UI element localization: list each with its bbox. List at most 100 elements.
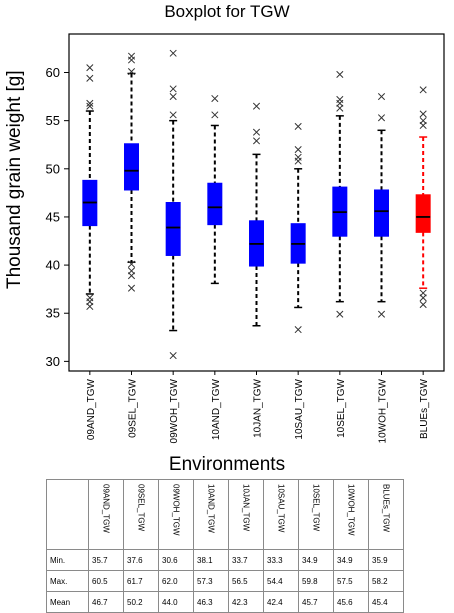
table-row-label: Max.	[46, 570, 89, 592]
box-iqr	[207, 182, 223, 226]
table-cell: 37.6	[123, 549, 159, 571]
table-column-header: 09AND_TGW	[88, 479, 124, 550]
table-column-header-label: 10AND_TGW	[206, 484, 216, 533]
outlier-point	[419, 117, 427, 125]
table-row: Mean 46.7 50.2 44.0 46.3 42.3 42.4 45.7 45.6 45.4	[46, 591, 404, 613]
table-column-header-label: BLUEs_TGW	[381, 484, 391, 533]
chart-title: Boxplot for TGW	[164, 2, 290, 21]
table-cell: 34.9	[333, 549, 369, 571]
table-row: Min. 35.7 37.6 30.6 38.1 33.7 33.3 34.9 34.9 35.9	[46, 549, 404, 571]
outlier-point	[211, 111, 219, 119]
table-row-label: Mean	[46, 591, 89, 613]
outlier-point	[86, 102, 94, 110]
outlier-point	[294, 145, 302, 154]
table-cell: 44.0	[158, 591, 194, 613]
table-cell: 46.7	[88, 591, 124, 613]
x-tick-label: 09SEL_TGW	[128, 378, 139, 437]
x-tick-label: 10WOH_TGW	[378, 378, 389, 443]
y-tick-label: 50	[46, 161, 60, 176]
table-column-header-label: 10SAU_TGW	[276, 484, 286, 533]
outlier-point	[169, 49, 177, 57]
table-cell: 38.1	[193, 549, 229, 571]
outlier-point	[252, 137, 261, 145]
outlier-point	[336, 95, 344, 104]
outlier-point	[169, 111, 177, 119]
table-cell: 58.2	[368, 570, 404, 592]
x-tick-label: BLUEs_TGW	[419, 378, 430, 439]
outlier-point	[377, 114, 386, 122]
table-cell: 35.7	[88, 549, 124, 571]
outlier-point	[294, 326, 302, 334]
outlier-point	[336, 310, 344, 318]
outlier-point	[127, 52, 136, 60]
x-tick-label: 10SAU_TGW	[294, 378, 305, 439]
outlier-point	[419, 301, 427, 309]
outlier-point	[127, 260, 136, 268]
table-body: Min. 35.7 37.6 30.6 38.1 33.7 33.3 34.9 34.9 35.9…	[46, 549, 404, 613]
table-cell: 35.9	[368, 549, 404, 571]
x-tick-label: 10SEL_TGW	[336, 378, 347, 437]
x-tick-label: 10AND_TGW	[211, 378, 222, 440]
outlier-point	[252, 128, 261, 136]
y-tick-label: 45	[46, 209, 60, 224]
outlier-point	[419, 86, 427, 94]
outlier-point	[377, 93, 386, 101]
outlier-point	[169, 352, 177, 360]
outlier-point	[127, 67, 136, 76]
table-cell: 50.2	[123, 591, 159, 613]
outlier-point	[86, 64, 94, 72]
outlier-point	[419, 289, 427, 297]
table-cell: 42.3	[228, 591, 264, 613]
x-tick-label: 09WOH_TGW	[169, 378, 180, 443]
table-column-header: 09WOH_TGW	[158, 479, 194, 550]
table-column-header: 10WOH_TGW	[333, 479, 369, 550]
table-row-label: Min.	[46, 549, 89, 571]
box-iqr	[124, 143, 139, 191]
outlier-point	[169, 85, 177, 93]
x-tick-label: 10JAN_TGW	[253, 378, 264, 437]
outlier-point	[377, 310, 386, 318]
boxplot-chart: 30 35 40 45 50 55 60 09AND_TGW 09SEL_TGW 09WOH_TG…	[46, 33, 445, 443]
table-cell: 54.4	[263, 570, 299, 592]
table-column-header: BLUEs_TGW	[368, 479, 404, 550]
x-tick-label: 09AND_TGW	[86, 378, 97, 440]
table-cell: 33.7	[228, 549, 264, 571]
y-tick-label: 55	[46, 113, 60, 128]
outlier-point	[86, 99, 94, 107]
table-cell: 45.4	[368, 591, 404, 613]
table-cell: 60.5	[88, 570, 124, 592]
table-column-header: 10AND_TGW	[193, 479, 229, 550]
table-cell: 57.5	[333, 570, 369, 592]
box-iqr	[415, 194, 431, 233]
table-column-header: 10SAU_TGW	[263, 479, 299, 550]
box-iqr	[165, 202, 181, 256]
outlier-point	[86, 294, 94, 302]
outlier-point	[127, 284, 136, 292]
table-column-header: 10SEL_TGW	[298, 479, 334, 550]
outlier-point	[294, 122, 302, 130]
table-cell: 33.3	[263, 549, 299, 571]
table-column-header: 09SEL_TGW	[123, 479, 159, 550]
outlier-point	[169, 93, 177, 101]
outlier-point	[127, 267, 136, 275]
outlier-point	[294, 153, 302, 161]
table-cell: 34.9	[298, 549, 334, 571]
table-column-header-label: 09SEL_TGW	[136, 484, 146, 532]
outlier-point	[86, 74, 94, 82]
table-row: Max. 60.5 61.7 62.0 57.3 56.5 54.4 59.8 57.5 58.2	[46, 570, 404, 592]
box-iqr	[374, 189, 389, 237]
table-cell: 42.4	[263, 591, 299, 613]
y-tick-label: 60	[46, 65, 60, 80]
table-corner-cell	[46, 479, 89, 550]
table-cell: 56.5	[228, 570, 264, 592]
outlier-point	[419, 110, 427, 118]
table-cell: 45.6	[333, 591, 369, 613]
table-column-header: 10JAN_TGW	[228, 479, 264, 550]
table-cell: 62.0	[158, 570, 194, 592]
table-column-header-label: 10SEL_TGW	[311, 484, 321, 532]
table-column-header-label: 10JAN_TGW	[241, 484, 251, 532]
table-column-header-label: 09WOH_TGW	[171, 484, 181, 536]
outlier-point	[252, 102, 261, 110]
table-cell: 57.3	[193, 570, 229, 592]
y-tick-label: 40	[46, 258, 60, 273]
